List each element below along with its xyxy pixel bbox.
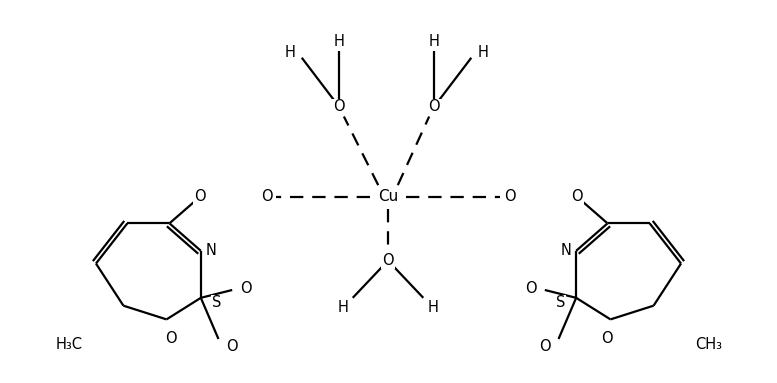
Text: O: O: [539, 339, 551, 354]
Text: H: H: [427, 300, 438, 315]
Text: O: O: [428, 99, 440, 114]
Text: O: O: [382, 253, 394, 268]
Text: H: H: [478, 45, 489, 61]
Text: Cu: Cu: [378, 189, 398, 205]
Text: O: O: [240, 280, 252, 296]
Text: O: O: [333, 99, 345, 114]
Text: H: H: [337, 300, 348, 315]
Text: H: H: [429, 34, 440, 49]
Text: N: N: [205, 243, 216, 258]
Text: S: S: [556, 295, 565, 310]
Text: CH₃: CH₃: [695, 337, 722, 352]
Text: O: O: [503, 189, 515, 205]
Text: S: S: [212, 295, 221, 310]
Text: O: O: [601, 332, 612, 347]
Text: O: O: [260, 189, 272, 205]
Text: O: O: [525, 280, 537, 296]
Text: N: N: [561, 243, 572, 258]
Text: O: O: [571, 189, 583, 205]
Text: O: O: [194, 189, 206, 205]
Text: O: O: [226, 339, 238, 354]
Text: H: H: [284, 45, 295, 61]
Text: H: H: [333, 34, 344, 49]
Text: H₃C: H₃C: [55, 337, 82, 352]
Text: O: O: [165, 332, 176, 347]
